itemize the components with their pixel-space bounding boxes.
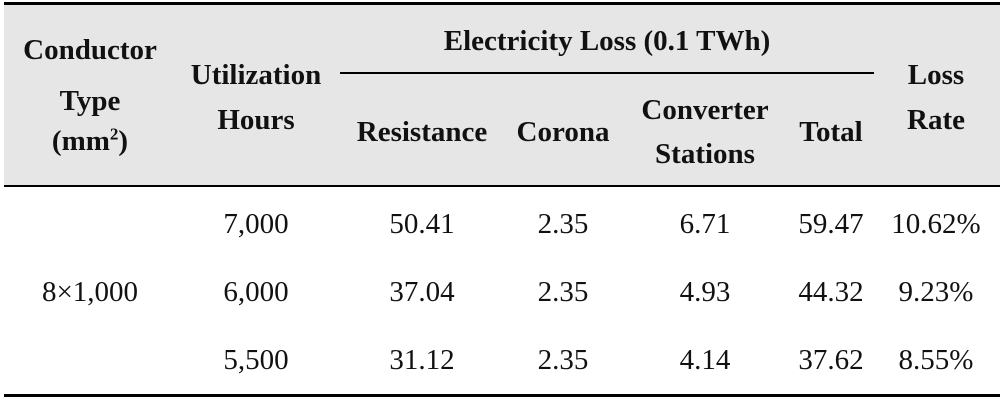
header-converter-line2: Stations	[655, 138, 755, 170]
bottom-rule	[4, 394, 1000, 397]
electricity-loss-subrule	[340, 72, 874, 74]
cell-converter-stations: 4.14	[679, 344, 731, 376]
cell-total: 37.62	[798, 344, 864, 376]
header-resistance: Resistance	[356, 116, 488, 148]
cell-resistance: 50.41	[389, 208, 455, 240]
cell-utilization-hours: 7,000	[223, 208, 289, 240]
header-loss-rate-line1: Loss	[907, 59, 965, 91]
cell-utilization-hours: 5,500	[223, 344, 289, 376]
header-conductor-type-line2: Type	[59, 85, 121, 117]
cell-loss-rate: 8.55%	[898, 344, 974, 376]
top-rule	[4, 2, 1000, 5]
header-converter-line1: Converter	[641, 94, 769, 126]
header-conductor-type-line1: Conductor	[23, 34, 157, 66]
cell-converter-stations: 4.93	[679, 276, 731, 308]
cell-corona: 2.35	[537, 208, 589, 240]
header-total: Total	[799, 116, 863, 148]
header-electricity-loss: Electricity Loss (0.1 TWh)	[443, 25, 771, 57]
cell-resistance: 37.04	[389, 276, 455, 308]
table-header-background	[4, 5, 1000, 185]
header-rule	[4, 185, 1000, 187]
cell-converter-stations: 6.71	[679, 208, 731, 240]
cell-loss-rate: 10.62%	[891, 208, 981, 240]
header-corona: Corona	[516, 116, 610, 148]
header-utilization-line1: Utilization	[190, 59, 322, 91]
cell-total: 59.47	[798, 208, 864, 240]
header-conductor-type-unit: (mm2)	[4, 122, 176, 160]
cell-total: 44.32	[798, 276, 864, 308]
header-loss-rate-line2: Rate	[907, 104, 965, 136]
unit-end: )	[118, 125, 129, 157]
cell-conductor-type: 8×1,000	[41, 276, 139, 308]
unit-superscript: 2	[109, 124, 119, 144]
header-utilization-line2: Hours	[217, 104, 295, 136]
cell-corona: 2.35	[537, 276, 589, 308]
cell-utilization-hours: 6,000	[223, 276, 289, 308]
cell-resistance: 31.12	[389, 344, 455, 376]
unit-base: (mm	[51, 125, 110, 157]
cell-corona: 2.35	[537, 344, 589, 376]
cell-loss-rate: 9.23%	[898, 276, 974, 308]
